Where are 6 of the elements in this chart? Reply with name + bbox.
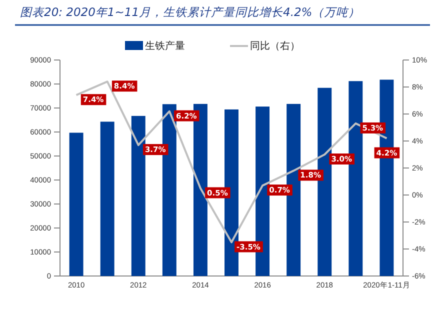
legend-label: 生铁产量 bbox=[145, 40, 185, 52]
legend-label: 同比（右） bbox=[250, 40, 300, 52]
bar bbox=[131, 116, 146, 276]
chart-title: 图表20: 2020年1~11月，生铁累计产量同比增长4.2%（万吨） bbox=[20, 5, 360, 19]
bar bbox=[69, 132, 84, 276]
bar bbox=[100, 122, 114, 276]
